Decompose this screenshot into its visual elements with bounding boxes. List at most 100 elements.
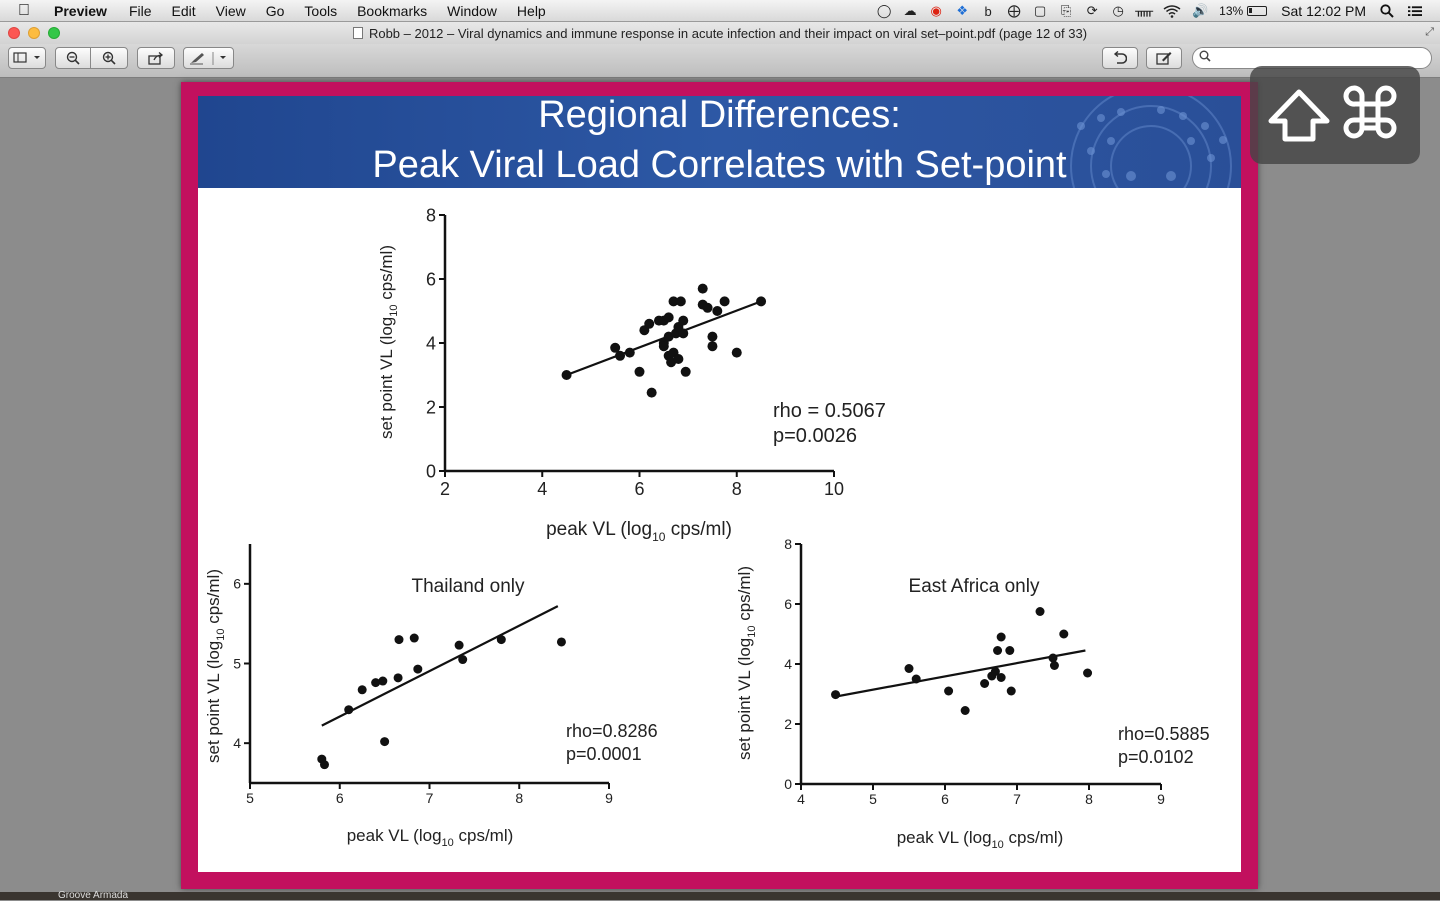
clipboard-icon[interactable]: ⎘ (1060, 3, 1072, 18)
bluetooth-icon[interactable]: ᚅ (1135, 3, 1154, 18)
menu-file[interactable]: File (128, 2, 152, 19)
plot-thailand-data-point (454, 640, 464, 650)
dock-partial-label: Groove Armada (58, 890, 129, 901)
zoom-out-button[interactable] (55, 47, 91, 69)
plot-eastafrica-data-point (1059, 629, 1069, 639)
plot-all-xlabel-b: cps/ml) (665, 519, 732, 540)
plot-thailand-x-tick-label: 5 (246, 790, 254, 806)
plot-all-data-point (615, 350, 626, 361)
speech-bubble-icon[interactable]: ◯ (876, 3, 892, 18)
plot-eastafrica-data-point (904, 664, 914, 673)
edit-toolbar-button[interactable] (1146, 47, 1182, 69)
slide-title-line2: Peak Viral Load Correlates with Set-poin… (372, 144, 1067, 186)
menu-go[interactable]: Go (265, 2, 285, 19)
plot-eastafrica-data-point (996, 673, 1006, 682)
fullscreen-icon[interactable]: ⤢ (1425, 26, 1434, 38)
document-title: Robb – 2012 – Viral dynamics and immune … (352, 26, 1087, 41)
status-tray: ◯ ☁ ◉ ❖ b ⨁ ▢ ⎘ ⟳ ◷ ᚅ 🔊 13% Sat 12:02 PM (877, 0, 1440, 22)
cloud-icon[interactable]: ☁ (903, 3, 917, 18)
plot-eastafrica-ylabel: set point VL (log10 cps/ml) (735, 566, 758, 760)
spotlight-search-icon[interactable] (1380, 4, 1394, 18)
zoom-window-button[interactable] (48, 27, 60, 39)
plot-thailand-y-tick-label: 4 (233, 735, 241, 751)
sidebar-view-button[interactable] (8, 47, 46, 69)
plot-eastafrica-data-point (980, 679, 990, 688)
annotate-button[interactable] (183, 47, 234, 69)
b-app-icon[interactable]: b (984, 3, 992, 19)
crosshair-icon[interactable]: ⨁ (1007, 3, 1021, 18)
record-icon[interactable]: ◉ (930, 3, 942, 18)
plot-thailand-data-point (556, 637, 566, 647)
menu-edit[interactable]: Edit (171, 2, 196, 19)
menu-tools[interactable]: Tools (304, 2, 338, 19)
plot-eastafrica-xlabel-a: peak VL (log (897, 828, 992, 847)
plot-thailand-ylabel-b: cps/ml) (204, 569, 223, 629)
plot-thailand-y-tick-label: 6 (233, 576, 241, 592)
plot-all-data-point (658, 341, 669, 352)
slide-title-line1: Regional Differences: (538, 96, 901, 136)
plot-all-xlabel-sub: 10 (652, 530, 666, 544)
plot-all-data-point (646, 387, 657, 398)
plot-thailand-x-tick-label: 9 (605, 790, 613, 806)
slide-title: Regional Differences: Peak Viral Load Co… (198, 96, 1241, 190)
plot-thailand-title: Thailand only (411, 576, 525, 597)
slide: Regional Differences: Peak Viral Load Co… (198, 96, 1241, 872)
plot-all-data-point (731, 347, 742, 358)
plot-all-data-point (707, 341, 718, 352)
zoom-in-icon (102, 51, 116, 65)
plot-all-y-tick-label: 0 (426, 461, 436, 481)
menu-window[interactable]: Window (447, 2, 497, 19)
plot-all-x-tick-label: 6 (634, 479, 644, 499)
menu-app-preview[interactable]: Preview (54, 2, 107, 19)
plot-all-data-point (675, 296, 686, 307)
menu-help[interactable]: Help (516, 2, 546, 19)
clock[interactable]: Sat 12:02 PM (1281, 3, 1366, 19)
plot-all-data-point (702, 302, 713, 313)
wifi-icon[interactable] (1163, 4, 1181, 18)
close-window-button[interactable] (8, 27, 20, 39)
plot-eastafrica-data-point (911, 674, 921, 684)
battery-percent: 13% (1219, 4, 1244, 18)
plots-canvas: set point VL (log10 cps/ml) peak VL (log… (204, 205, 1210, 851)
time-machine-icon[interactable]: ◷ (1112, 3, 1124, 18)
notification-center-icon[interactable] (1408, 4, 1422, 18)
plot-eastafrica-x-tick-label: 5 (869, 791, 877, 807)
plot-eastafrica-data-point (990, 667, 1000, 676)
sidebar-icon (13, 52, 40, 63)
plot-eastafrica-data-point (831, 690, 841, 700)
plot-all-y-tick-label: 2 (426, 397, 436, 417)
plot-all-data-point (673, 354, 684, 364)
plot-eastafrica-xlabel: peak VL (log10 cps/ml) (897, 828, 1064, 851)
plot-eastafrica-y-tick-label: 6 (784, 596, 792, 612)
plot-all-ylabel: set point VL (log10 cps/ml) (377, 245, 400, 439)
plot-eastafrica-data-point (960, 706, 970, 715)
plot-thailand-rho: rho=0.8286 (566, 721, 658, 741)
plot-eastafrica-y-tick-label: 0 (784, 776, 792, 792)
plot-eastafrica-data-point (1048, 653, 1058, 663)
dropbox-icon[interactable]: ❖ (956, 3, 968, 18)
menu-bookmarks[interactable]: Bookmarks (357, 2, 428, 19)
pdf-document-icon[interactable] (352, 26, 363, 39)
plot-eastafrica-data-point (993, 646, 1003, 655)
plot-eastafrica-rho: rho=0.5885 (1118, 724, 1210, 744)
volume-icon[interactable]: 🔊 (1192, 3, 1209, 18)
toolbar (0, 44, 1440, 78)
apple-menu-icon[interactable]:  (18, 2, 38, 20)
plot-all-ylabel-a: set point VL (log (377, 317, 396, 439)
decorative-dots-pattern (1070, 96, 1232, 188)
search-input[interactable] (1215, 50, 1425, 66)
window-icon[interactable]: ▢ (1033, 3, 1047, 18)
minimize-window-button[interactable] (28, 27, 40, 39)
plot-eastafrica-pvalue: p=0.0102 (1118, 747, 1194, 767)
plot-all-y-tick-label: 6 (426, 269, 436, 289)
zoom-in-button[interactable] (90, 47, 128, 69)
plot-thailand-trendline (321, 605, 559, 727)
plot-all-x-tick-label: 10 (824, 479, 844, 499)
menu-view[interactable]: View (215, 2, 246, 19)
plot-thailand-data-point (458, 655, 468, 665)
share-button[interactable] (137, 47, 175, 69)
plot-all-y-tick-label: 4 (426, 333, 436, 353)
battery-icon[interactable] (1247, 6, 1268, 16)
rotate-button[interactable] (1102, 47, 1138, 69)
sync-icon[interactable]: ⟳ (1086, 3, 1098, 18)
